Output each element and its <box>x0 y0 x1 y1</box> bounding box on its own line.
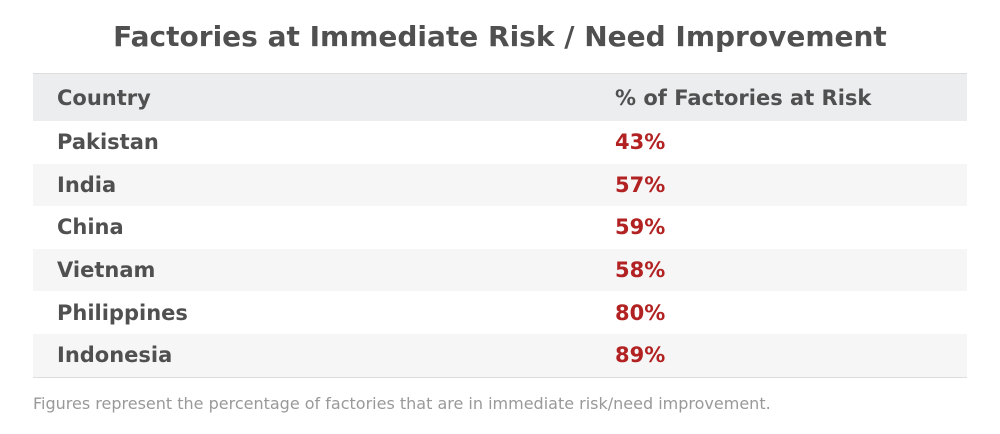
risk-value-cell: 80% <box>615 300 666 325</box>
table-row: Philippines 80% <box>33 291 967 334</box>
country-cell: China <box>57 215 124 240</box>
chart-title: Factories at Immediate Risk / Need Impro… <box>113 20 887 53</box>
risk-value-cell: 58% <box>615 258 666 283</box>
table-row: Vietnam 58% <box>33 248 967 292</box>
risk-value-cell: 89% <box>615 343 666 368</box>
table-row: India 57% <box>33 163 967 207</box>
column-header-country: Country <box>57 85 151 110</box>
risk-table: Country % of Factories at Risk Pakistan 4… <box>33 73 967 378</box>
country-cell: India <box>57 172 117 197</box>
country-cell: Pakistan <box>57 130 159 155</box>
table-header-row: Country % of Factories at Risk <box>33 74 967 121</box>
country-cell: Vietnam <box>57 258 156 283</box>
footnote: Figures represent the percentage of fact… <box>33 394 771 413</box>
risk-value-cell: 43% <box>615 130 666 155</box>
table-row: Pakistan 43% <box>33 121 967 164</box>
risk-value-cell: 59% <box>615 215 666 240</box>
table-row: China 59% <box>33 206 967 249</box>
table-row: Indonesia 89% <box>33 333 967 377</box>
country-cell: Philippines <box>57 300 188 325</box>
column-header-risk: % of Factories at Risk <box>615 85 872 110</box>
country-cell: Indonesia <box>57 343 173 368</box>
table-body: Pakistan 43% India 57% China 59% Vietnam 58% Phi… <box>33 121 967 377</box>
risk-value-cell: 57% <box>615 172 666 197</box>
